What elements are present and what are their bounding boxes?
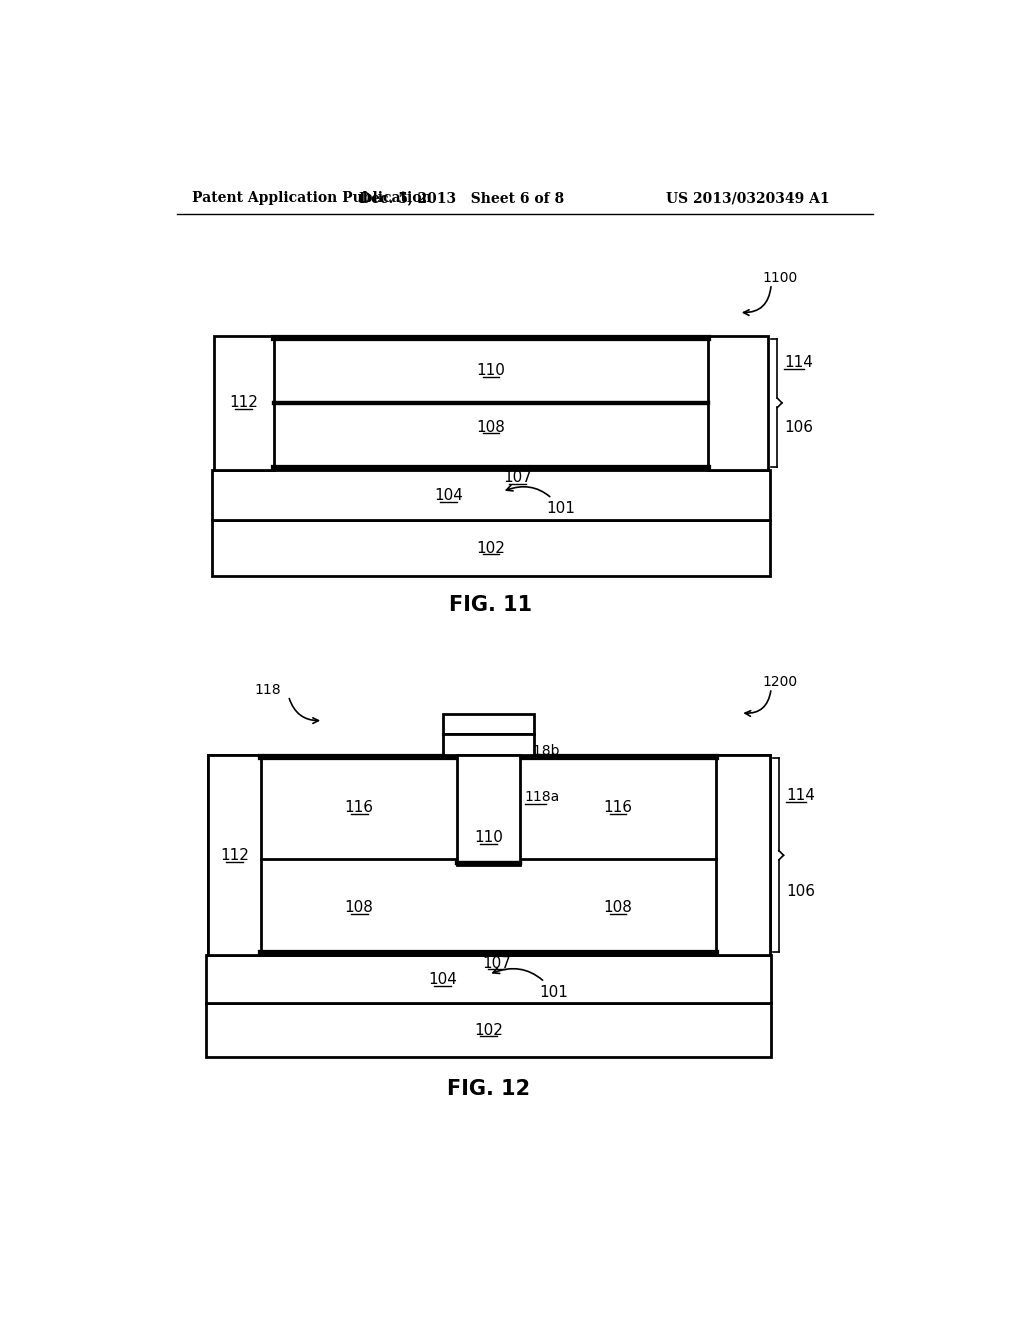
Text: 116: 116 xyxy=(345,800,374,814)
Bar xyxy=(212,520,770,576)
Text: 118a: 118a xyxy=(524,791,560,804)
Text: Dec. 5, 2013   Sheet 6 of 8: Dec. 5, 2013 Sheet 6 of 8 xyxy=(359,191,564,206)
Text: FIG. 12: FIG. 12 xyxy=(447,1080,530,1100)
Text: 1100: 1100 xyxy=(762,271,798,285)
Text: 104: 104 xyxy=(428,972,457,987)
Text: 107: 107 xyxy=(482,956,511,970)
Text: 106: 106 xyxy=(785,884,815,899)
Text: 1200: 1200 xyxy=(762,675,797,689)
Text: 114: 114 xyxy=(785,788,815,803)
Text: 101: 101 xyxy=(506,486,575,516)
Bar xyxy=(206,1003,771,1057)
Text: 110: 110 xyxy=(476,363,506,378)
Text: 112: 112 xyxy=(229,396,258,411)
Bar xyxy=(208,755,770,956)
Text: 108: 108 xyxy=(345,900,374,915)
Bar xyxy=(443,714,535,734)
Bar xyxy=(457,755,520,866)
Bar xyxy=(443,734,535,755)
Text: 104: 104 xyxy=(434,488,463,503)
Text: US 2013/0320349 A1: US 2013/0320349 A1 xyxy=(666,191,829,206)
Bar xyxy=(214,335,273,470)
Text: 110: 110 xyxy=(474,830,503,845)
Text: 101: 101 xyxy=(493,968,568,999)
Text: 112: 112 xyxy=(220,847,249,863)
Text: 116: 116 xyxy=(603,800,633,814)
Text: 108: 108 xyxy=(603,900,633,915)
Bar xyxy=(716,755,770,956)
Text: 118b: 118b xyxy=(524,744,560,758)
Text: 114: 114 xyxy=(784,355,813,370)
Text: 118: 118 xyxy=(254,682,281,697)
Bar xyxy=(208,755,261,956)
Text: 108: 108 xyxy=(476,420,506,434)
Text: 106: 106 xyxy=(784,420,813,434)
Text: 107: 107 xyxy=(504,470,532,484)
Text: 102: 102 xyxy=(476,540,506,556)
Bar xyxy=(206,956,771,1003)
Bar xyxy=(708,335,768,470)
Text: FIG. 11: FIG. 11 xyxy=(450,595,532,615)
Text: 102: 102 xyxy=(474,1023,503,1038)
Bar xyxy=(212,470,770,520)
Text: Patent Application Publication: Patent Application Publication xyxy=(193,191,432,206)
